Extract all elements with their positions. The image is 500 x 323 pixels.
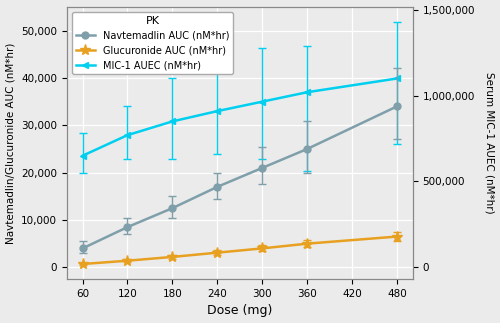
MIC-1 AUEC (nM*hr) [260, 100, 266, 104]
MIC-1 AUEC (nM*hr) [170, 120, 175, 123]
Glucuronide AUC (nM*hr) [214, 251, 220, 255]
Navtemadlin AUC (nM*hr) [260, 166, 266, 170]
MIC-1 AUEC (nM*hr) [124, 133, 130, 137]
Navtemadlin AUC (nM*hr) [304, 147, 310, 151]
Glucuronide AUC (nM*hr) [170, 255, 175, 259]
Glucuronide AUC (nM*hr) [260, 246, 266, 250]
Legend: Navtemadlin AUC (nM*hr), Glucuronide AUC (nM*hr), MIC-1 AUEC (nM*hr): Navtemadlin AUC (nM*hr), Glucuronide AUC… [72, 12, 233, 74]
Glucuronide AUC (nM*hr) [304, 242, 310, 245]
MIC-1 AUEC (nM*hr) [214, 109, 220, 113]
Glucuronide AUC (nM*hr) [124, 259, 130, 263]
Line: Glucuronide AUC (nM*hr): Glucuronide AUC (nM*hr) [77, 231, 402, 270]
Glucuronide AUC (nM*hr) [80, 262, 86, 266]
MIC-1 AUEC (nM*hr) [304, 90, 310, 94]
X-axis label: Dose (mg): Dose (mg) [207, 305, 272, 318]
Y-axis label: Serum MIC-1 AUEC (nM*hr): Serum MIC-1 AUEC (nM*hr) [484, 72, 494, 214]
MIC-1 AUEC (nM*hr) [80, 154, 86, 158]
Navtemadlin AUC (nM*hr) [394, 104, 400, 108]
MIC-1 AUEC (nM*hr) [394, 77, 400, 80]
Glucuronide AUC (nM*hr) [394, 234, 400, 238]
Navtemadlin AUC (nM*hr) [124, 225, 130, 229]
Navtemadlin AUC (nM*hr) [214, 185, 220, 189]
Y-axis label: Navtemadlin/Glucuronide AUC (nM*hr): Navtemadlin/Glucuronide AUC (nM*hr) [6, 42, 16, 244]
Navtemadlin AUC (nM*hr) [80, 246, 86, 250]
Navtemadlin AUC (nM*hr) [170, 206, 175, 210]
Line: MIC-1 AUEC (nM*hr): MIC-1 AUEC (nM*hr) [79, 75, 400, 159]
Line: Navtemadlin AUC (nM*hr): Navtemadlin AUC (nM*hr) [79, 103, 400, 252]
